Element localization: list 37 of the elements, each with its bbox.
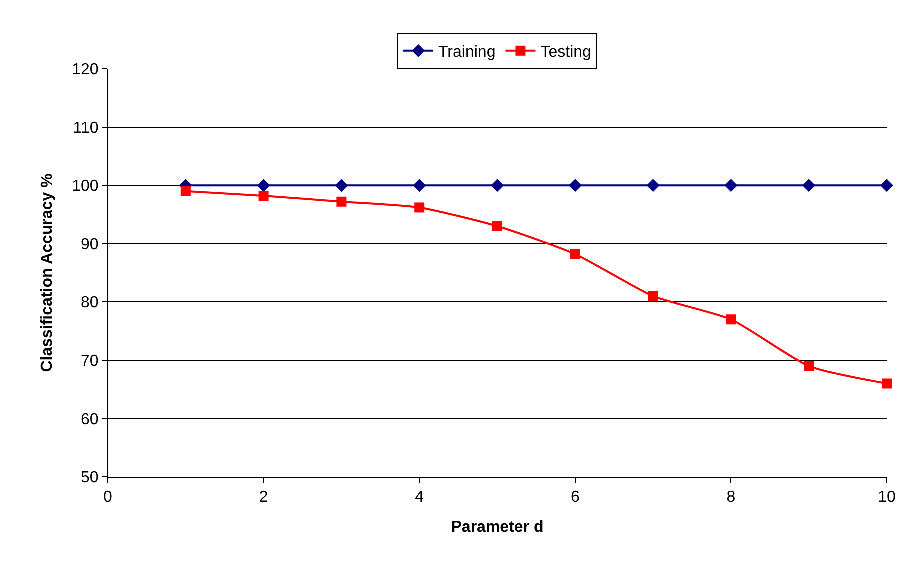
x-tick-label: 4 — [415, 489, 424, 506]
x-tick-label: 0 — [104, 489, 113, 506]
y-tick-label: 80 — [81, 294, 99, 312]
y-tick-label: 120 — [72, 62, 99, 79]
point — [335, 179, 348, 192]
y-tick-label: 110 — [73, 120, 99, 137]
point — [492, 221, 502, 232]
x-tick-label: 2 — [259, 489, 268, 506]
y-tick-label: 100 — [72, 178, 99, 196]
x-axis-title: Parameter d — [451, 518, 544, 536]
point — [570, 249, 580, 260]
point — [880, 179, 894, 192]
y-tick-label: 90 — [81, 236, 99, 254]
point — [180, 186, 191, 196]
point — [568, 179, 582, 192]
point — [491, 179, 504, 192]
point — [646, 179, 660, 192]
legend-label: Training — [438, 44, 496, 62]
point — [724, 179, 738, 192]
point — [726, 314, 736, 325]
point — [882, 378, 892, 389]
point — [336, 196, 347, 207]
y-axis-title: Classification Accuracy % — [38, 174, 56, 372]
point — [257, 179, 270, 192]
point — [804, 361, 814, 372]
point — [802, 179, 816, 192]
point — [414, 202, 425, 213]
legend-label: Testing — [540, 44, 592, 62]
x-tick-label: 8 — [726, 489, 736, 506]
y-tick-label: 60 — [81, 411, 99, 428]
y-tick-label: 70 — [81, 353, 99, 370]
y-tick-label: 50 — [81, 470, 99, 487]
x-tick-label: 6 — [570, 489, 580, 506]
point — [648, 291, 658, 302]
point — [413, 179, 426, 192]
point — [258, 191, 269, 202]
x-tick-label: 10 — [878, 489, 896, 506]
